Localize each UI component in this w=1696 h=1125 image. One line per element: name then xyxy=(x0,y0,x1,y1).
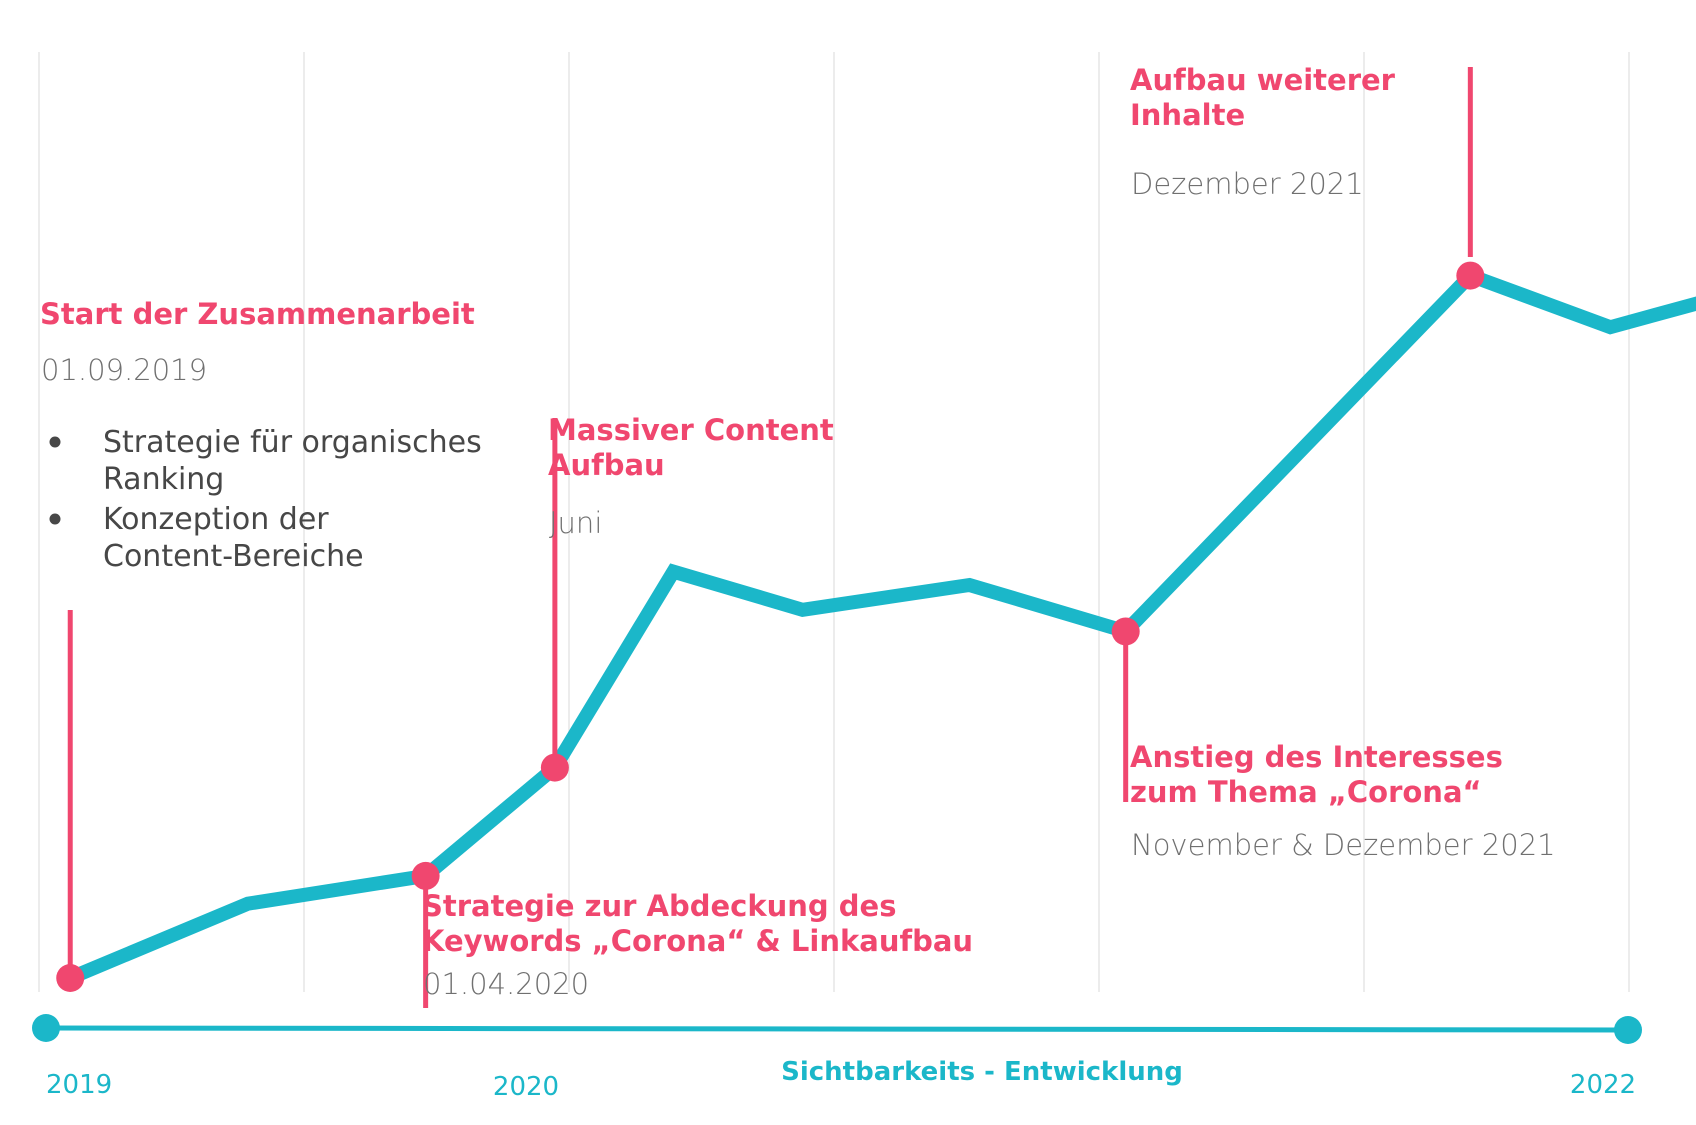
annotation-title-line: Inhalte xyxy=(1130,98,1245,132)
annotation-title-line: Massiver Content xyxy=(548,413,834,447)
annotation-title: Aufbau weiterer Inhalte xyxy=(1130,63,1396,132)
x-axis: 2019 2020 2022 Sichtbarkeits - Entwicklung xyxy=(32,1014,1642,1102)
x-axis-line xyxy=(45,1025,1629,1033)
annotation-title: Massiver Content Aufbau xyxy=(548,413,834,482)
bullet-dot xyxy=(49,436,61,448)
annotations-layer: Start der Zusammenarbeit 01.09.2019 Strate… xyxy=(40,63,1556,1008)
gridlines xyxy=(38,52,1630,992)
x-tick-label: 2019 xyxy=(46,1070,112,1100)
annotation-marker xyxy=(56,964,85,992)
annotation-marker xyxy=(411,861,440,890)
x-axis-end-marker xyxy=(1614,1016,1642,1044)
annotation-date: Dezember 2021 xyxy=(1131,167,1364,201)
bullet-text-line: Ranking xyxy=(103,462,224,497)
annotation-title-line: Keywords „Corona“ & Linkaufbau xyxy=(422,924,973,958)
annotation-title-line: Strategie zur Abdeckung des xyxy=(422,889,896,923)
annotation-marker xyxy=(1111,617,1140,646)
x-axis-start-marker xyxy=(32,1014,60,1042)
bullet-text-line: Content-Bereiche xyxy=(103,539,364,574)
annotation-title-line: Anstieg des Interesses xyxy=(1130,740,1503,774)
annotation-marker xyxy=(540,753,569,782)
x-tick-label: 2020 xyxy=(493,1072,559,1102)
bullet-text: Strategie für organisches Ranking xyxy=(103,425,482,497)
bullet-text-line: Strategie für organisches xyxy=(103,425,482,460)
annotation-date: Juni xyxy=(549,506,602,540)
bullet-text-line: Konzeption der xyxy=(103,502,329,537)
x-axis-title: Sichtbarkeits - Entwicklung xyxy=(781,1057,1183,1087)
series-layer xyxy=(67,267,1696,985)
bullet-text: Konzeption der Content-Bereiche xyxy=(103,502,364,574)
annotation-title-line: zum Thema „Corona“ xyxy=(1130,775,1482,809)
annotation-date: November & Dezember 2021 xyxy=(1131,828,1556,862)
x-tick-label: 2022 xyxy=(1570,1070,1636,1100)
series-line xyxy=(67,267,1696,985)
annotation-title-line: Aufbau xyxy=(548,448,665,482)
annotation-title-line: Aufbau weiterer xyxy=(1130,63,1396,97)
annotation-title: Strategie zur Abdeckung des Keywords „Cor… xyxy=(422,889,973,958)
bullet-dot xyxy=(49,513,61,525)
annotation-title: Start der Zusammenarbeit xyxy=(40,297,475,331)
annotation-title: Anstieg des Interesses zum Thema „Corona“ xyxy=(1130,740,1503,809)
annotation-date: 01.09.2019 xyxy=(41,353,207,387)
annotation-marker xyxy=(1456,261,1485,290)
annotation-date: 01.04.2020 xyxy=(423,967,589,1001)
